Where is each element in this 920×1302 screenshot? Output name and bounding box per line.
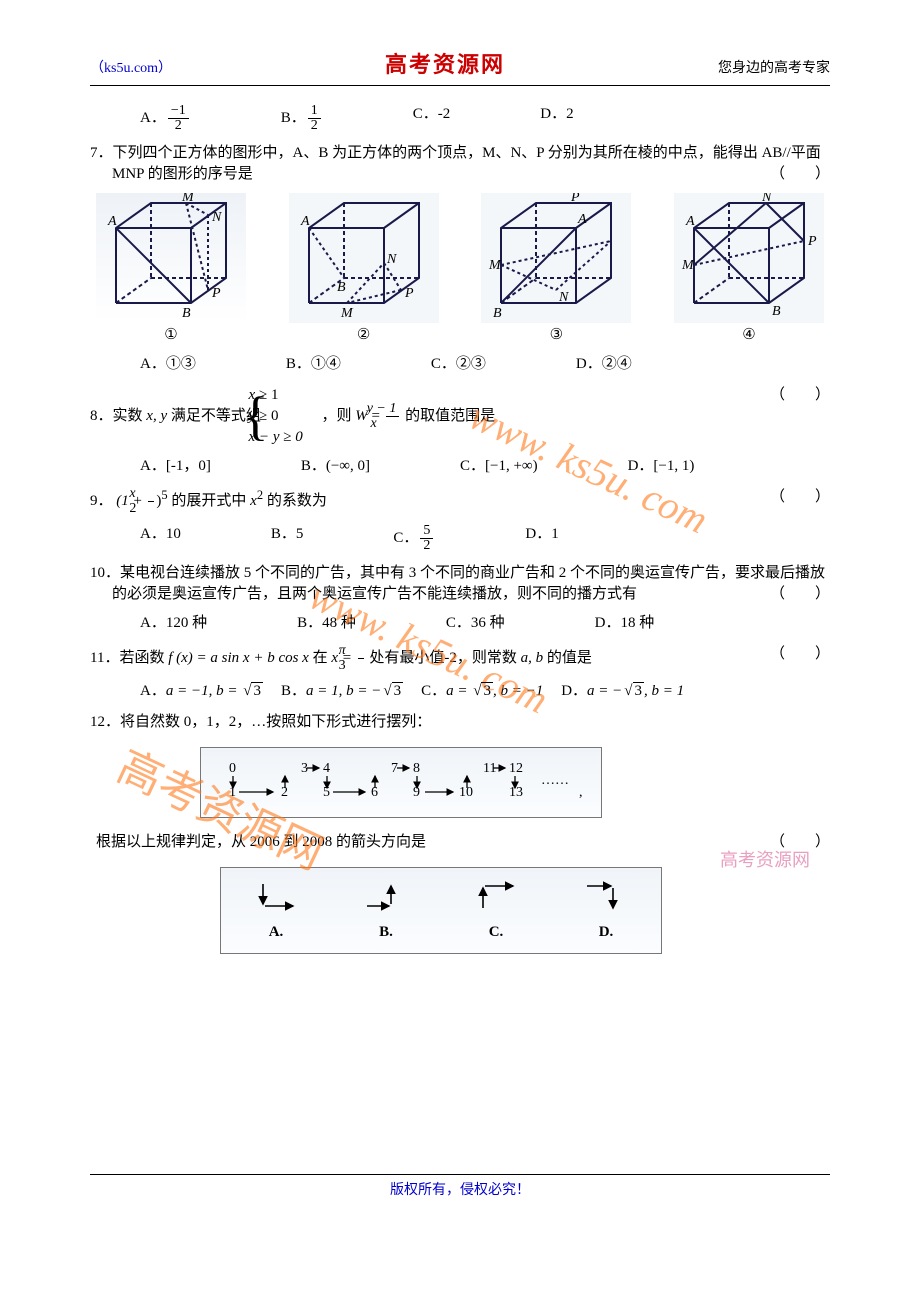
svg-text:M: M	[488, 258, 502, 273]
q9-choices: A．10 B．5 C．52 D．1	[90, 524, 830, 553]
svg-text:13: 13	[509, 785, 523, 800]
q8-stem: 8．实数 x, y 满足不等式组 { x ≥ 1 y ≥ 0 x − y ≥ 0…	[90, 385, 830, 448]
q7-choices: A．①③ B．①④ C．②③ D．②④	[90, 354, 830, 375]
q6-choices: A．−12 B．12 C．-2 D．2	[90, 104, 830, 133]
q6-choice-a: A．−12	[140, 104, 191, 133]
cube-4-label: ④	[674, 325, 824, 346]
q12-choice-b-icon: B.	[361, 878, 411, 943]
svg-text:B: B	[772, 304, 781, 319]
q10-stem: 10．某电视台连续播放 5 个不同的广告，其中有 3 个不同的商业广告和 2 个…	[90, 563, 830, 605]
cube-4: A N M P B ④	[674, 193, 824, 346]
svg-text:8: 8	[413, 761, 420, 776]
q12-stem-2: 根据以上规律判定，从 2006 到 2008 的箭头方向是（ ）	[90, 832, 830, 853]
q8-choice-b: B．(−∞, 0]	[301, 456, 370, 477]
q10-choice-c: C．36 种	[446, 613, 505, 634]
cube-1-label: ①	[96, 325, 246, 346]
q10-choice-b: B．48 种	[297, 613, 356, 634]
svg-text:P: P	[570, 193, 580, 205]
svg-text:M: M	[340, 306, 354, 321]
svg-text:N: N	[761, 193, 772, 205]
svg-text:12: 12	[509, 761, 523, 776]
svg-text:N: N	[386, 252, 397, 267]
q10-choice-a: A．120 种	[140, 613, 207, 634]
q6-choice-c: C．-2	[413, 104, 451, 133]
svg-text:M: M	[181, 193, 195, 205]
svg-text:P: P	[404, 286, 414, 301]
cube-3: A P M N B ③	[481, 193, 631, 346]
q9-choice-b: B．5	[271, 524, 304, 553]
cube-2-label: ②	[289, 325, 439, 346]
q8-choice-a: A．[-1，0]	[140, 456, 211, 477]
svg-text:N: N	[558, 290, 569, 305]
q10-choice-d: D．18 种	[595, 613, 655, 634]
svg-text:,: ,	[579, 785, 583, 800]
svg-text:B: B	[493, 306, 502, 321]
q10-choices: A．120 种 B．48 种 C．36 种 D．18 种	[90, 613, 830, 634]
q11-choice-b: B．a = 1, b = −3	[281, 681, 403, 702]
cube-2: A B M N P ②	[289, 193, 439, 346]
q8-choices: A．[-1，0] B．(−∞, 0] C．[−1, +∞) D．[−1, 1)	[90, 456, 830, 477]
svg-text:N: N	[211, 210, 222, 225]
pink-hint: 高考资源网	[720, 848, 810, 873]
q11-choice-c: C．a = 3, b = −1	[421, 681, 543, 702]
q11-choice-d: D．a = −3, b = 1	[561, 681, 684, 702]
q12-choice-c-icon: C.	[471, 878, 521, 943]
q6-choice-b: B．12	[281, 104, 323, 133]
q9-choice-c: C．52	[393, 524, 435, 553]
q12-arrow-panel: A. B. C. D.	[220, 867, 662, 954]
q12-choice-d-icon: D.	[581, 878, 631, 943]
q9-choice-d: D．1	[525, 524, 558, 553]
svg-text:A: A	[685, 214, 695, 229]
q12-sequence-panel: 0 1 2 3 4 5 6 7 8 9 10 11 12 13 …… ,	[200, 747, 602, 818]
svg-text:0: 0	[229, 761, 236, 776]
q7-choice-a: A．①③	[140, 354, 196, 375]
svg-text:P: P	[211, 286, 221, 301]
cube-1: A M N P B ①	[96, 193, 246, 346]
svg-text:……: ……	[541, 773, 569, 788]
q12-choice-a-icon: A.	[251, 878, 301, 943]
svg-text:M: M	[681, 258, 695, 273]
svg-text:P: P	[807, 234, 817, 249]
svg-text:B: B	[337, 280, 346, 295]
q11-stem: 11．若函数 f (x) = a sin x + b cos x 在 x = π…	[90, 644, 830, 673]
svg-text:A: A	[300, 214, 310, 229]
q11-choice-a: A．a = −1, b = 3	[140, 681, 263, 702]
svg-text:A: A	[107, 214, 117, 229]
svg-text:4: 4	[323, 761, 330, 776]
q6-choice-d: D．2	[540, 104, 573, 133]
q12-stem-1: 12．将自然数 0，1，2，…按照如下形式进行摆列：	[90, 712, 830, 733]
q8-choice-d: D．[−1, 1)	[628, 456, 695, 477]
q7-cube-row: A M N P B ①	[90, 193, 830, 346]
q11-choices: A．a = −1, b = 3 B．a = 1, b = −3 C．a = 3,…	[90, 681, 830, 702]
q7-choice-c: C．②③	[431, 354, 486, 375]
q8-choice-c: C．[−1, +∞)	[460, 456, 538, 477]
header-left: （ks5u.com）	[90, 59, 172, 79]
q7-choice-b: B．①④	[286, 354, 341, 375]
header-center: 高考资源网	[385, 50, 505, 81]
svg-text:7: 7	[391, 761, 398, 776]
header-right: 您身边的高考专家	[718, 59, 830, 79]
q7-choice-d: D．②④	[576, 354, 632, 375]
footer: 版权所有，侵权必究！	[90, 1174, 830, 1201]
svg-text:B: B	[182, 306, 191, 321]
q7-stem: 7．下列四个正方体的图形中，A、B 为正方体的两个顶点，M、N、P 分别为其所在…	[90, 143, 830, 185]
q9-choice-a: A．10	[140, 524, 181, 553]
svg-text:3: 3	[301, 761, 308, 776]
svg-text:10: 10	[459, 785, 473, 800]
q9-stem: 9． (1 + x2)5 的展开式中 x2 的系数为 （ ）	[90, 487, 830, 516]
cube-3-label: ③	[481, 325, 631, 346]
svg-text:A: A	[577, 212, 587, 227]
